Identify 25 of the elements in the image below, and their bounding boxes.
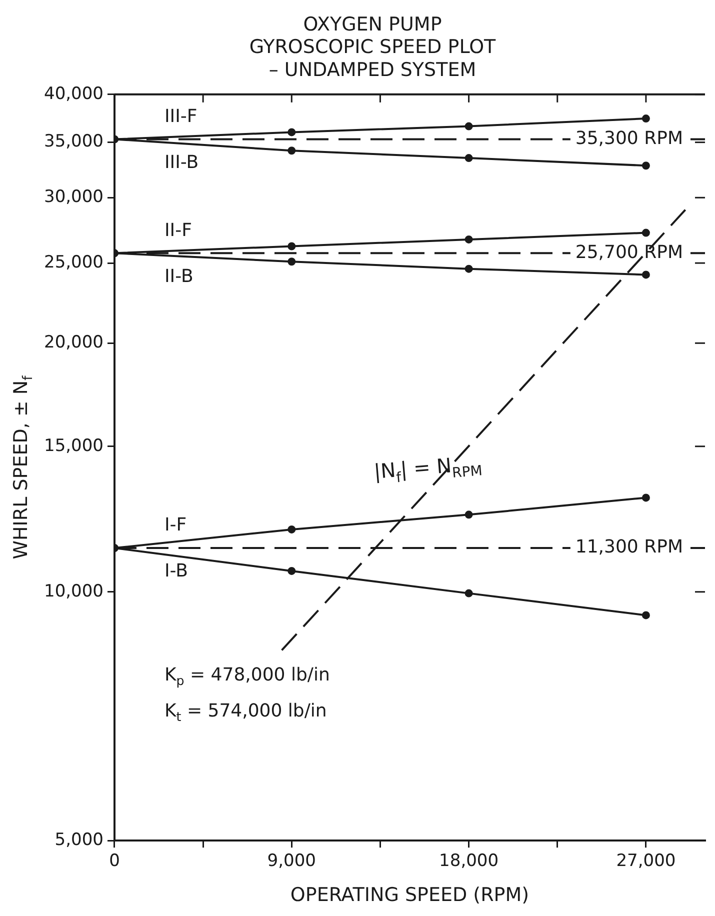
series-label: III-B (164, 152, 199, 173)
series-label: I-B (164, 560, 188, 582)
x-tick-label: 27,000 (616, 851, 676, 872)
annotation: |Nf| = NRPM (372, 453, 483, 486)
y-axis-title: WHIRL SPEED, ± Nf (10, 375, 36, 560)
y-tick-label: 15,000 (44, 436, 104, 456)
y-tick-label: 40,000 (44, 84, 104, 104)
x-tick-label: 0 (109, 851, 120, 872)
ref-line-label: 35,300 RPM (575, 128, 684, 149)
series-label: II-F (164, 220, 192, 241)
series-label: I-F (164, 514, 187, 536)
y-tick-label: 30,000 (44, 187, 104, 208)
x-tick-label: 9,000 (267, 851, 316, 872)
chart-title: OXYGEN PUMP GYROSCOPIC SPEED PLOT – UNDAMPED SYSTEM (249, 13, 496, 81)
y-tick-label: 5,000 (54, 830, 104, 850)
y-tick-label: 10,000 (44, 581, 104, 602)
y-tick-label: 25,000 (44, 252, 104, 272)
x-tick-label: 18,000 (439, 851, 499, 872)
y-tick-label: 20,000 (44, 332, 104, 353)
series-label: II-B (164, 266, 194, 287)
x-axis-title: OPERATING SPEED (RPM) (290, 884, 530, 906)
series-label: III-F (164, 106, 198, 127)
y-tick-label: 35,000 (44, 132, 104, 152)
ref-line-label: 11,300 RPM (575, 536, 684, 558)
ref-line-label: 25,700 RPM (575, 242, 684, 263)
